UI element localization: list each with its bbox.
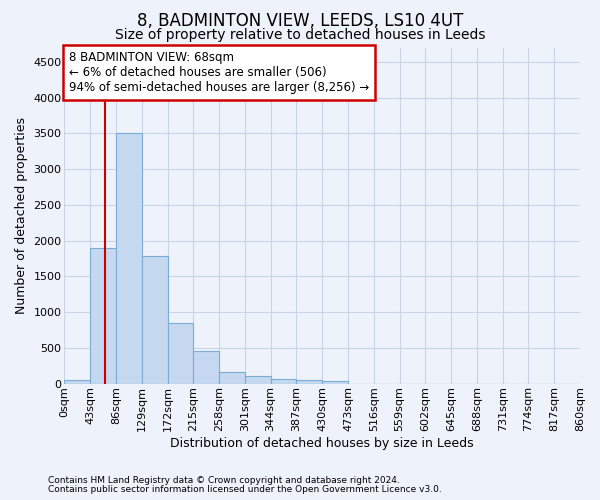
Bar (296, 380, 322, 384)
Bar (167, 323, 193, 384)
Bar (142, 256, 167, 384)
Bar (322, 381, 348, 384)
Text: 8 BADMINTON VIEW: 68sqm
← 6% of detached houses are smaller (506)
94% of semi-de: 8 BADMINTON VIEW: 68sqm ← 6% of detached… (68, 51, 369, 94)
X-axis label: Distribution of detached houses by size in Leeds: Distribution of detached houses by size … (170, 437, 474, 450)
Bar (219, 372, 245, 384)
Bar (193, 350, 219, 384)
Text: Contains public sector information licensed under the Open Government Licence v3: Contains public sector information licen… (48, 484, 442, 494)
Y-axis label: Number of detached properties: Number of detached properties (15, 117, 28, 314)
Text: Size of property relative to detached houses in Leeds: Size of property relative to detached ho… (115, 28, 485, 42)
Bar (90, 248, 116, 384)
Bar (271, 378, 296, 384)
Bar (116, 134, 142, 384)
Bar (245, 376, 271, 384)
Text: Contains HM Land Registry data © Crown copyright and database right 2024.: Contains HM Land Registry data © Crown c… (48, 476, 400, 485)
Text: 8, BADMINTON VIEW, LEEDS, LS10 4UT: 8, BADMINTON VIEW, LEEDS, LS10 4UT (137, 12, 463, 30)
Bar (64, 380, 90, 384)
